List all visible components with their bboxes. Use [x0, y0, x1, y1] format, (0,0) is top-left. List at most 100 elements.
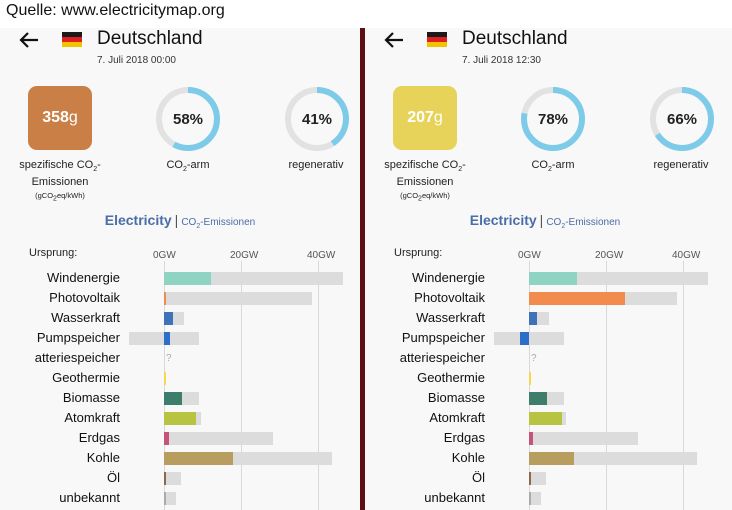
- co2-intensity-unit: g: [68, 109, 78, 126]
- production-bar: [164, 372, 166, 385]
- capacity-bar: [164, 432, 273, 445]
- row-label: Windenergie: [47, 270, 120, 285]
- production-bar: [529, 272, 578, 285]
- capacity-bar: [529, 432, 638, 445]
- country-name: Deutschland: [462, 28, 568, 49]
- axis-tick-label: 20GW: [230, 250, 259, 261]
- row-label: Wasserkraft: [416, 310, 485, 325]
- co2-intensity-box: 358 g: [28, 86, 92, 150]
- production-bar: [529, 412, 563, 425]
- origin-label: Ursprung:: [394, 247, 443, 259]
- renewable-percent: 41%: [301, 110, 333, 128]
- row-label: Wasserkraft: [51, 310, 120, 325]
- renewable-label: regenerativ: [653, 159, 709, 171]
- capacity-bar: [529, 492, 541, 505]
- capacity-bar: [164, 292, 313, 305]
- co2-intensity-box: 207 g: [393, 86, 457, 150]
- renewable-gauge: 66%: [649, 86, 715, 152]
- zone-panel-left: Deutschland 7. Juli 2018 00:00 358 g 58% …: [0, 28, 360, 510]
- row-label: Windenergie: [412, 270, 485, 285]
- axis-tick-label: 40GW: [307, 250, 336, 261]
- row-label: atteriespeicher: [34, 350, 120, 365]
- low-carbon-gauge-ring: [521, 87, 585, 151]
- unknown-mark: ?: [531, 353, 537, 364]
- renewable-percent: 66%: [666, 110, 698, 128]
- renewable-gauge-ring: [650, 87, 714, 151]
- production-bar: [164, 472, 166, 485]
- chart-mode-tabs: Electricity | CO2-Emissionen: [365, 212, 725, 230]
- co2-intensity-value: 207: [407, 109, 434, 126]
- production-bar: [164, 412, 197, 425]
- unknown-mark: ?: [166, 353, 172, 364]
- renewable-gauge: 41%: [284, 86, 350, 152]
- capacity-bar: [529, 472, 546, 485]
- low-carbon-percent: 58%: [172, 110, 204, 128]
- germany-flag-icon: [62, 32, 82, 47]
- low-carbon-gauge: 78%: [520, 86, 586, 152]
- capacity-bar: [129, 332, 199, 345]
- capacity-bar: [164, 472, 181, 485]
- row-label: Kohle: [451, 450, 485, 465]
- row-label: Pumpspeicher: [401, 330, 485, 345]
- axis-tick-label: 0GW: [518, 250, 541, 261]
- row-label: Erdgas: [78, 430, 120, 445]
- production-bar: [164, 492, 166, 505]
- co2-intensity-label: spezifische CO2- Emissionen (gCO2eq/kWh): [19, 159, 101, 203]
- gridline: [318, 261, 319, 510]
- back-arrow-icon[interactable]: [18, 30, 40, 50]
- production-bar: [529, 312, 538, 325]
- axis-tick-label: 20GW: [595, 250, 624, 261]
- production-bar: [164, 312, 174, 325]
- renewable-gauge-ring: [285, 87, 349, 151]
- row-label: Pumpspeicher: [36, 330, 120, 345]
- production-bar: [529, 292, 626, 305]
- co2-intensity-value: 358: [42, 109, 69, 126]
- tab-electricity[interactable]: Electricity: [469, 212, 537, 228]
- production-bar: [164, 432, 169, 445]
- axis-tick-label: 0GW: [153, 250, 176, 261]
- gridline: [241, 261, 242, 510]
- low-carbon-percent: 78%: [537, 110, 569, 128]
- row-label: Biomasse: [62, 390, 120, 405]
- row-label: unbekannt: [59, 490, 120, 505]
- row-label: Erdgas: [443, 430, 485, 445]
- tab-separator: |: [539, 212, 544, 228]
- row-label: Geothermie: [417, 370, 485, 385]
- row-label: Kohle: [86, 450, 120, 465]
- tab-electricity[interactable]: Electricity: [104, 212, 172, 228]
- row-label: Öl: [107, 470, 120, 485]
- production-bar: [164, 392, 183, 405]
- tab-separator: |: [174, 212, 179, 228]
- row-label: Atomkraft: [64, 410, 120, 425]
- co2-intensity-unit: g: [433, 109, 443, 126]
- source-caption: Quelle: www.electricitymap.org: [6, 2, 225, 19]
- chart-mode-tabs: Electricity | CO2-Emissionen: [0, 212, 360, 230]
- production-bar: [529, 432, 533, 445]
- axis-tick-label: 40GW: [672, 250, 701, 261]
- back-arrow-icon[interactable]: [383, 30, 405, 50]
- row-label: unbekannt: [424, 490, 485, 505]
- co2-intensity-label: spezifische CO2- Emissionen (gCO2eq/kWh): [384, 159, 466, 203]
- datetime: 7. Juli 2018 00:00: [97, 55, 176, 66]
- tab-co2-emissions[interactable]: CO2-Emissionen: [546, 217, 621, 230]
- production-bar: [529, 392, 548, 405]
- gridline: [529, 261, 530, 510]
- panel-divider: [360, 28, 365, 510]
- capacity-bar: [164, 492, 176, 505]
- production-bar: [164, 452, 233, 465]
- zone-panel-right: Deutschland 7. Juli 2018 12:30 207 g 78% …: [365, 28, 732, 510]
- tab-co2-emissions[interactable]: CO2-Emissionen: [181, 217, 256, 230]
- row-label: Geothermie: [52, 370, 120, 385]
- row-label: Photovoltaik: [49, 290, 120, 305]
- production-bar: [529, 372, 531, 385]
- origin-label: Ursprung:: [29, 247, 78, 259]
- low-carbon-label: CO2-arm: [531, 159, 575, 174]
- row-label: Atomkraft: [429, 410, 485, 425]
- production-bar: [164, 292, 166, 305]
- row-label: Biomasse: [427, 390, 485, 405]
- production-bar: [164, 332, 170, 345]
- renewable-label: regenerativ: [288, 159, 344, 171]
- row-label: atteriespeicher: [399, 350, 485, 365]
- production-bar: [529, 492, 531, 505]
- low-carbon-label: CO2-arm: [166, 159, 210, 174]
